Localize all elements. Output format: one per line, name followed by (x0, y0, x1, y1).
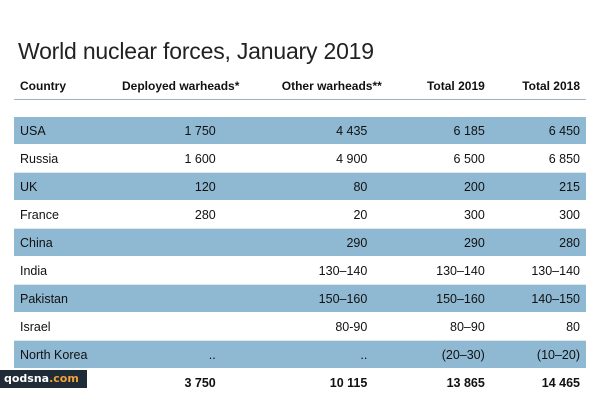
header-total-2019: Total 2019 (426, 79, 485, 93)
cell-total-2018: 215 (504, 172, 586, 201)
cell-other: 20 (267, 200, 408, 229)
table-row: India 130–140 130–140 130–140 (14, 256, 586, 285)
table-row: Russia 1 600 4 900 6 500 6 850 (14, 144, 586, 173)
cell-country: USA (14, 117, 108, 145)
cell-total-2019: 13 865 (446, 375, 485, 390)
cell-deployed: 280 (108, 200, 268, 229)
cell-deployed (108, 312, 268, 341)
cell-deployed: 1 750 (108, 117, 268, 145)
cell-total-2018: 6 850 (504, 144, 586, 173)
cell-total-2018: 130–140 (504, 256, 586, 285)
table-row: France 280 20 300 300 (14, 200, 586, 229)
cell-deployed: 120 (108, 172, 268, 201)
header-deployed: Deployed warheads* (122, 79, 240, 93)
cell-country: Israel (14, 312, 108, 341)
cell-total-2019: 80–90 (407, 312, 505, 341)
table-row: USA 1 750 4 435 6 185 6 450 (14, 117, 586, 145)
cell-total-2018: (10–20) (504, 340, 586, 369)
cell-other: 10 115 (329, 375, 368, 390)
cell-other: 130–140 (267, 256, 408, 285)
cell-total-2019: 200 (407, 172, 505, 201)
cell-other: 4 900 (267, 144, 408, 173)
cell-country: China (14, 228, 108, 257)
cell-total-2019: (20–30) (407, 340, 505, 369)
cell-total-2019: 6 185 (407, 117, 505, 145)
header-total-2018: Total 2018 (522, 79, 580, 93)
cell-country: India (14, 256, 108, 285)
cell-country: UK (14, 172, 108, 201)
cell-total-2018: 6 450 (504, 117, 586, 145)
cell-deployed (108, 284, 268, 313)
cell-total-2019: 300 (407, 200, 505, 229)
header-row: Country Deployed warheads* Other warhead… (14, 73, 586, 100)
nuclear-forces-table: Country Deployed warheads* Other warhead… (14, 73, 586, 396)
cell-country: France (14, 200, 108, 229)
cell-other: 4 435 (267, 117, 408, 145)
cell-other: 80-90 (267, 312, 408, 341)
header-country: Country (20, 79, 66, 93)
table-title: World nuclear forces, January 2019 (18, 38, 374, 64)
cell-country: North Korea (14, 340, 108, 369)
cell-other: .. (267, 340, 408, 369)
cell-total-2019: 130–140 (407, 256, 505, 285)
table-body: USA 1 750 4 435 6 185 6 450 Russia 1 600 4 900 6… (14, 100, 586, 397)
cell-country: Russia (14, 144, 108, 173)
spacer-row (14, 100, 586, 118)
cell-deployed (108, 256, 268, 285)
table-row: China 290 290 280 (14, 228, 586, 257)
table-row: UK 120 80 200 215 (14, 172, 586, 201)
cell-total-2018: 300 (504, 200, 586, 229)
cell-deployed: .. (108, 340, 268, 369)
cell-total-2019: 150–160 (407, 284, 505, 313)
cell-country: Pakistan (14, 284, 108, 313)
cell-deployed (108, 228, 268, 257)
table-row: Israel 80-90 80–90 80 (14, 312, 586, 341)
cell-total-2019: 290 (407, 228, 505, 257)
cell-total-2018: 140–150 (504, 284, 586, 313)
cell-deployed: 1 600 (108, 144, 268, 173)
header-other: Other warheads** (281, 79, 382, 93)
cell-total-2019: 6 500 (407, 144, 505, 173)
cell-deployed: 3 750 (184, 375, 216, 390)
table-row: North Korea.... (20–30) (10–20) (14, 340, 586, 369)
cell-other: 290 (267, 228, 408, 257)
cell-other: 80 (267, 172, 408, 201)
cell-total-2018: 280 (504, 228, 586, 257)
table-row: Pakistan 150–160 150–160 140–150 (14, 284, 586, 313)
site-watermark: qodsna.com (0, 370, 87, 388)
cell-total-2018: 14 465 (541, 375, 580, 390)
watermark-domain: .com (49, 372, 79, 385)
cell-other: 150–160 (267, 284, 408, 313)
cell-total-2018: 80 (504, 312, 586, 341)
watermark-name: qodsna (4, 372, 50, 385)
